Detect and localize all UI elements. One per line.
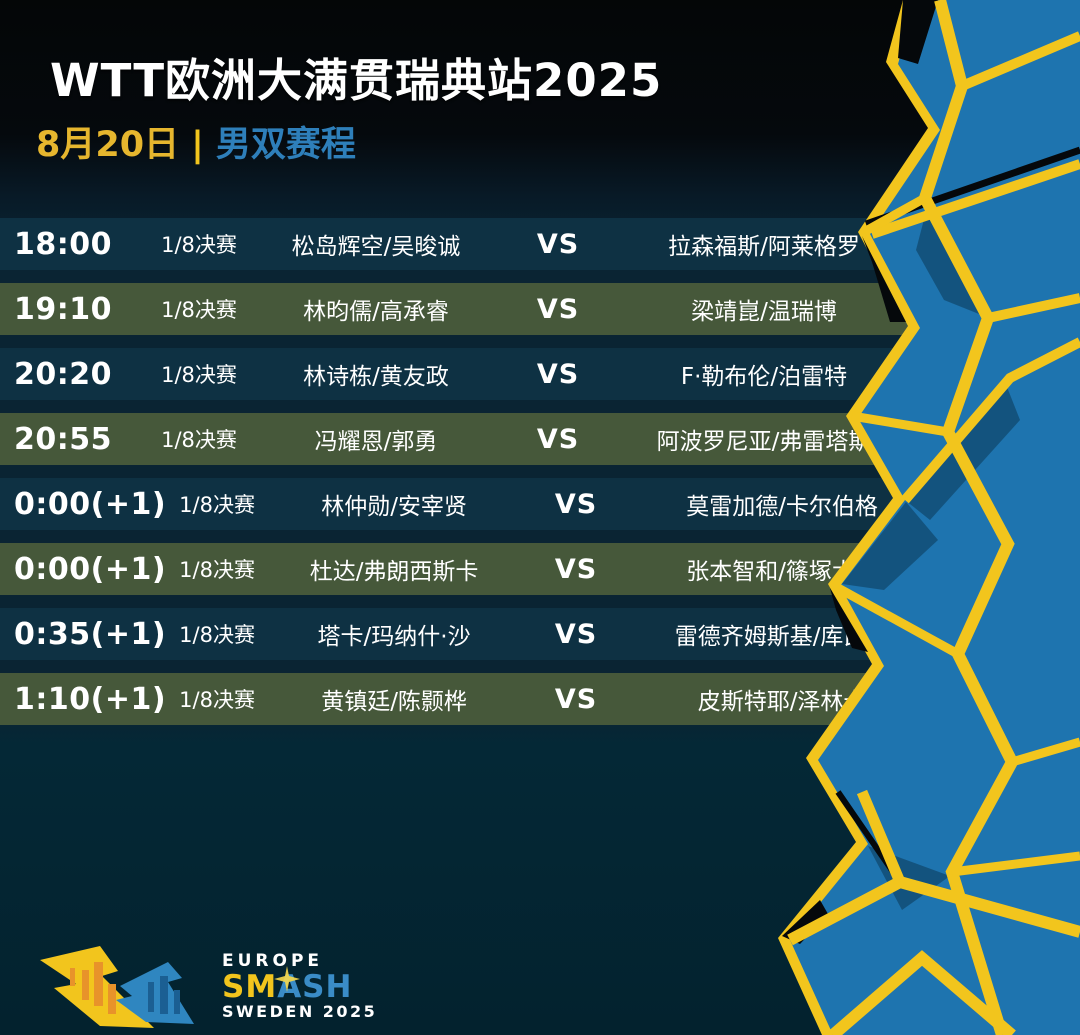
match-row: 0:00(+1) 1/8决赛 杜达/弗朗西斯卡 VS 张本智和/篠塚大登	[0, 543, 1080, 595]
match-pair-right: 皮斯特耶/泽林卡	[697, 689, 867, 715]
vs-label: VS	[536, 423, 580, 455]
starburst-icon	[274, 966, 300, 993]
vs-label: VS	[536, 228, 580, 260]
match-round: 1/8决赛	[179, 493, 255, 517]
logo-smash-left: SM	[222, 969, 278, 1006]
match-row: 20:20 1/8决赛 林诗栋/黄友政 VS F·勒布伦/泊雷特	[0, 348, 1080, 400]
vs-label: VS	[554, 683, 598, 715]
match-time: 0:35(+1)	[14, 616, 167, 652]
match-pair-right: 莫雷加德/卡尔伯格	[686, 494, 878, 520]
match-time: 20:55	[14, 421, 112, 457]
match-time: 1:10(+1)	[14, 681, 167, 717]
subtitle: 8月20日 | 男双赛程	[36, 116, 356, 167]
vs-label: VS	[554, 488, 598, 520]
match-time: 0:00(+1)	[14, 551, 167, 587]
smash-logo-mark	[40, 946, 194, 1028]
logo-text: EUROPE SMASH SWEDEN 2025	[222, 953, 377, 1020]
match-row: 18:00 1/8决赛 松岛辉空/吴晙诚 VS 拉森福斯/阿莱格罗	[0, 218, 1080, 270]
match-row: 0:35(+1) 1/8决赛 塔卡/玛纳什·沙 VS 雷德齐姆斯基/库比克	[0, 608, 1080, 660]
vs-label: VS	[536, 358, 580, 390]
subtitle-divider: |	[191, 125, 204, 165]
logo-line-europe: EUROPE	[222, 951, 324, 972]
match-pair-right: 梁靖崑/温瑞博	[691, 299, 837, 325]
match-time: 0:00(+1)	[14, 486, 167, 522]
match-pair-left: 杜达/弗朗西斯卡	[309, 559, 479, 585]
match-pair-left: 冯耀恩/郭勇	[314, 429, 438, 455]
match-pair-right: F·勒布伦/泊雷特	[680, 364, 848, 390]
match-row: 1:10(+1) 1/8决赛 黄镇廷/陈颢桦 VS 皮斯特耶/泽林卡	[0, 673, 1080, 725]
match-round: 1/8决赛	[161, 233, 237, 257]
logo-smash-right: ASH	[277, 969, 353, 1006]
match-pair-left: 林仲勋/安宰贤	[321, 494, 467, 520]
match-round: 1/8决赛	[179, 623, 255, 647]
schedule-table: 18:00 1/8决赛 松岛辉空/吴晙诚 VS 拉森福斯/阿莱格罗 19:10 …	[0, 218, 1080, 738]
match-pair-left: 林诗栋/黄友政	[303, 364, 449, 390]
match-pair-right: 张本智和/篠塚大登	[686, 559, 878, 585]
match-pair-left: 林昀儒/高承睿	[303, 299, 449, 325]
match-time: 18:00	[14, 226, 112, 262]
match-round: 1/8决赛	[161, 298, 237, 322]
match-pair-left: 松岛辉空/吴晙诚	[291, 234, 461, 260]
match-pair-right: 雷德齐姆斯基/库比克	[674, 624, 890, 650]
match-pair-right: 阿波罗尼亚/弗雷塔斯	[656, 429, 872, 455]
vs-label: VS	[554, 553, 598, 585]
date-label: 8月20日	[36, 125, 180, 165]
match-time: 20:20	[14, 356, 112, 392]
event-logo: EUROPE SMASH SWEDEN 2025	[36, 944, 377, 1030]
match-time: 19:10	[14, 291, 112, 327]
vs-label: VS	[554, 618, 598, 650]
match-round: 1/8决赛	[179, 688, 255, 712]
match-pair-left: 塔卡/玛纳什·沙	[317, 624, 471, 650]
match-round: 1/8决赛	[179, 558, 255, 582]
match-round: 1/8决赛	[161, 363, 237, 387]
logo-line-sweden: SWEDEN 2025	[222, 1001, 378, 1021]
match-round: 1/8决赛	[161, 428, 237, 452]
match-pair-left: 黄镇廷/陈颢桦	[321, 689, 467, 715]
category-label: 男双赛程	[215, 125, 356, 165]
match-row: 0:00(+1) 1/8决赛 林仲勋/安宰贤 VS 莫雷加德/卡尔伯格	[0, 478, 1080, 530]
logo-line-smash: SMASH	[222, 966, 377, 1006]
page-title: WTT欧洲大满贯瑞典站2025	[50, 54, 663, 107]
match-pair-right: 拉森福斯/阿莱格罗	[668, 234, 860, 260]
vs-label: VS	[536, 293, 580, 325]
match-row: 19:10 1/8决赛 林昀儒/高承睿 VS 梁靖崑/温瑞博	[0, 283, 1080, 335]
match-row: 20:55 1/8决赛 冯耀恩/郭勇 VS 阿波罗尼亚/弗雷塔斯	[0, 413, 1080, 465]
